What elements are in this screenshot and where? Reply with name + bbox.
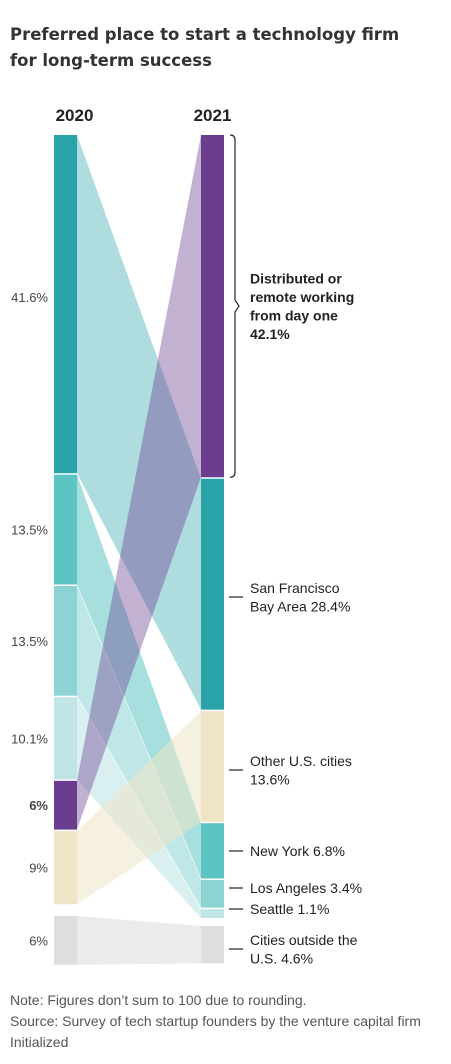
bar-2020-seattle xyxy=(54,697,77,780)
label-2020-sf: 41.6% xyxy=(11,290,48,305)
label-2021-la-line-0: Los Angeles 3.4% xyxy=(250,880,362,896)
chart-title: Preferred place to start a technology fi… xyxy=(10,25,400,70)
bar-2021-remote xyxy=(201,135,224,478)
label-2020-other_us: 9% xyxy=(29,861,48,876)
label-2020-seattle: 10.1% xyxy=(11,731,48,746)
label-2021-remote-line-3: 42.1% xyxy=(250,326,290,342)
label-2020-la: 13.5% xyxy=(11,634,48,649)
bar-2020-outside_us xyxy=(54,916,77,965)
column-header-2021: 2021 xyxy=(194,106,232,125)
label-2021-seattle-line-0: Seattle 1.1% xyxy=(250,901,329,917)
column-header-2020: 2020 xyxy=(56,106,94,125)
bracket-remote xyxy=(229,134,240,478)
bar-2020-sf xyxy=(54,135,77,474)
label-2021-remote-line-0: Distributed or xyxy=(250,270,342,286)
label-2021-remote-line-1: remote working xyxy=(250,289,354,305)
label-2021-other_us-line-1: 13.6% xyxy=(250,771,290,787)
bar-2020-la xyxy=(54,585,77,696)
label-2020-ny: 13.5% xyxy=(11,523,48,538)
source-text: Source: Survey of tech startup founders … xyxy=(10,1013,421,1050)
flow-sf xyxy=(77,135,201,710)
bar-2021-other_us xyxy=(201,711,224,822)
bar-2020-ny xyxy=(54,474,77,585)
bar-2020-remote xyxy=(54,780,77,830)
bar-2021-ny xyxy=(201,823,224,879)
footnotes: Note: Figures don’t sum to 100 due to ro… xyxy=(10,990,442,1053)
bar-2021-la xyxy=(201,880,224,908)
flow-outside_us xyxy=(77,916,201,965)
flow-remote xyxy=(77,135,201,830)
label-2021-sf-line-0: San Francisco xyxy=(250,580,340,596)
flow-other_us xyxy=(77,711,201,905)
label-2021-sf-line-1: Bay Area 28.4% xyxy=(250,598,350,614)
note-text: Note: Figures don’t sum to 100 due to ro… xyxy=(10,992,307,1008)
bar-2020-other_us xyxy=(54,831,77,905)
label-2020-outside_us: 6% xyxy=(29,933,48,948)
flows-layer xyxy=(77,135,201,965)
labels-layer: 2020 2021 41.6% 13.5% 13.5% 10.1% 6% 9% 6% Distri… xyxy=(11,106,362,966)
label-2021-outside_us-line-1: U.S. 4.6% xyxy=(250,950,313,966)
bars-layer xyxy=(54,135,224,965)
label-2021-other_us-line-0: Other U.S. cities xyxy=(250,753,352,769)
label-2021-ny-line-0: New York 6.8% xyxy=(250,843,345,859)
label-2020-remote: 6% xyxy=(29,798,48,813)
bar-2021-outside_us xyxy=(201,926,224,964)
bar-2021-sf xyxy=(201,478,224,710)
bar-2021-seattle xyxy=(201,909,224,919)
label-2021-outside_us-line-0: Cities outside the xyxy=(250,932,358,948)
label-2021-remote-line-2: from day one xyxy=(250,307,338,323)
alluvial-chart: 2020 2021 41.6% 13.5% 13.5% 10.1% 6% 9% 6% Distri… xyxy=(11,106,362,966)
